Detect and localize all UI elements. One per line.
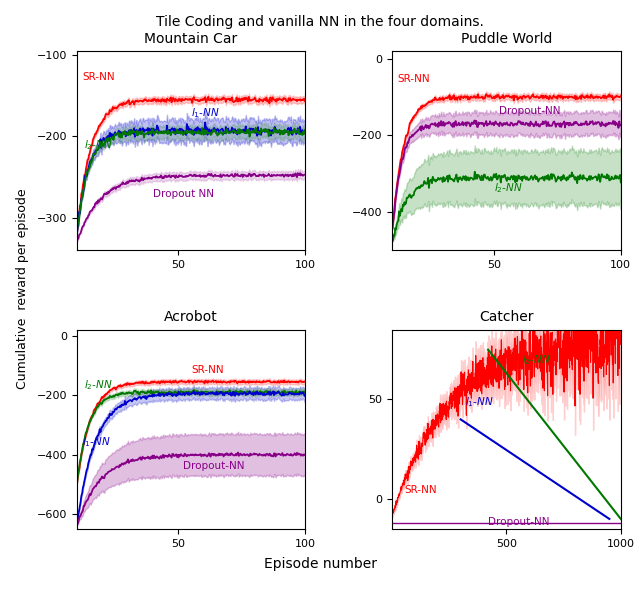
Text: $l_2$-NN: $l_2$-NN [84, 378, 113, 391]
Text: Dropout-NN: Dropout-NN [184, 462, 245, 471]
Text: Tile Coding and vanilla NN in the four domains.: Tile Coding and vanilla NN in the four d… [156, 15, 484, 29]
Text: Episode number: Episode number [264, 557, 376, 571]
Text: $l_1$-NN: $l_1$-NN [465, 395, 494, 409]
Text: $l_2$-NN: $l_2$-NN [494, 181, 523, 195]
Text: SR-NN: SR-NN [404, 485, 437, 495]
Title: Puddle World: Puddle World [461, 32, 552, 46]
Title: Acrobot: Acrobot [164, 311, 218, 325]
Text: Cumulative  reward per episode: Cumulative reward per episode [16, 188, 29, 389]
Text: $l_2$-NN: $l_2$-NN [84, 139, 113, 153]
Title: Mountain Car: Mountain Car [145, 32, 237, 46]
Text: SR-NN: SR-NN [397, 74, 430, 84]
Text: SR-NN: SR-NN [191, 365, 224, 375]
Text: $l_1$-NN: $l_1$-NN [191, 106, 220, 120]
Text: Dropout-NN: Dropout-NN [499, 106, 561, 116]
Text: $l_2$-NN: $l_2$-NN [522, 353, 551, 367]
Text: SR-NN: SR-NN [82, 72, 115, 82]
Text: Dropout NN: Dropout NN [153, 189, 214, 200]
Title: Catcher: Catcher [479, 311, 534, 325]
Text: $l_1$-NN: $l_1$-NN [82, 436, 111, 450]
Text: Dropout-NN: Dropout-NN [488, 517, 550, 527]
